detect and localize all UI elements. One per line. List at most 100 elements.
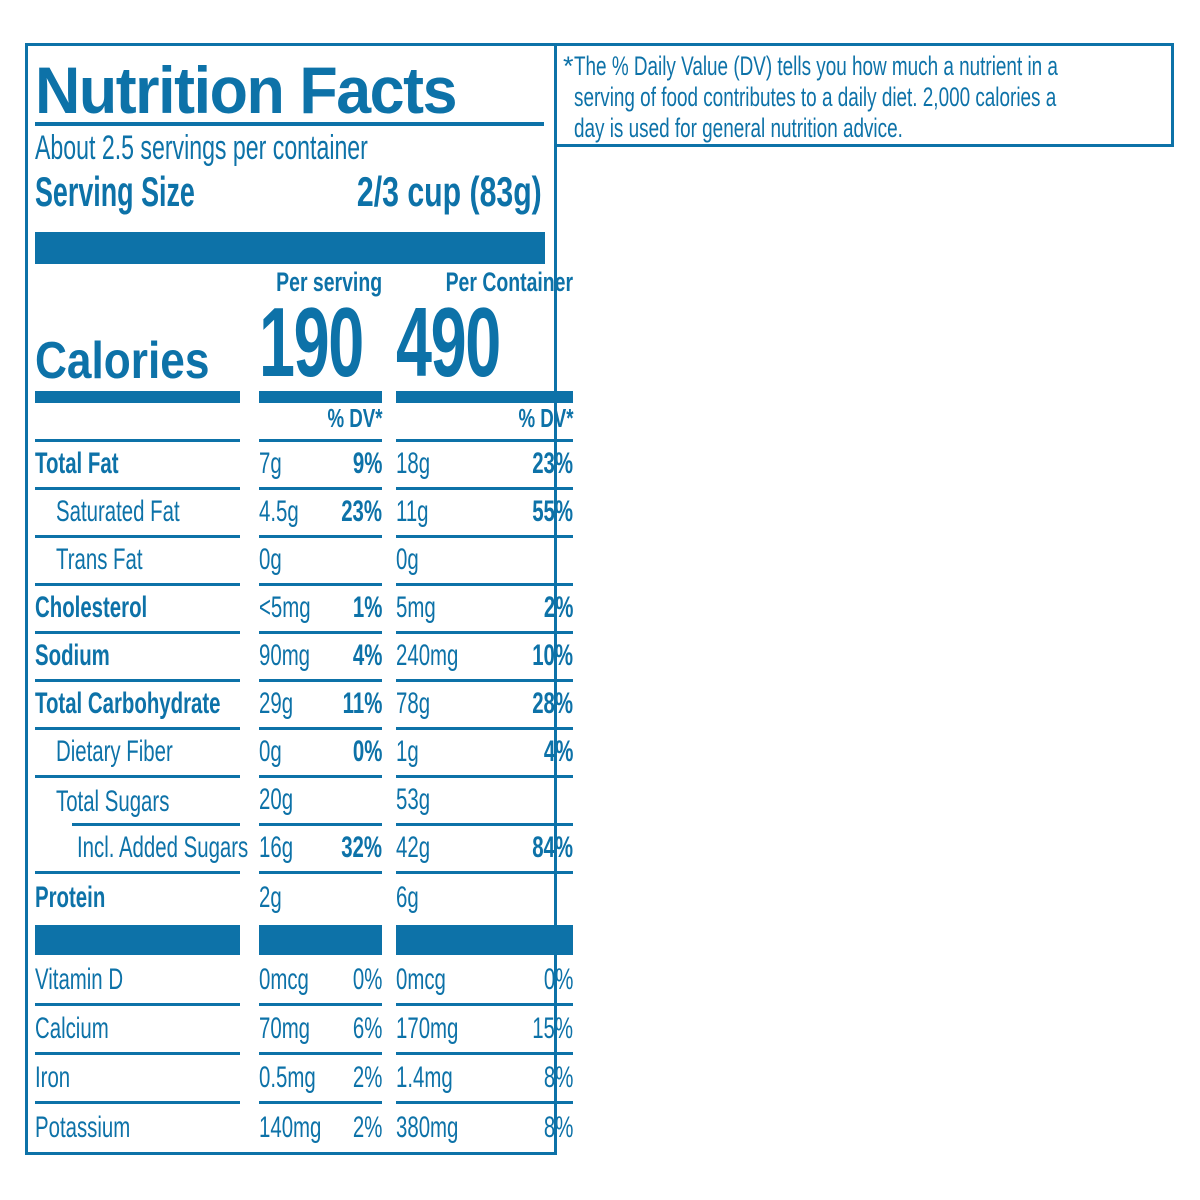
servings-per-container: About 2.5 servings per container — [35, 129, 544, 168]
amount-value: 1.4mg — [396, 1060, 453, 1094]
row-potassium-name: Potassium — [35, 1104, 240, 1153]
nutrient-name: Total Sugars — [56, 784, 170, 818]
dv-value: 1% — [352, 591, 383, 625]
row-total-carbohydrate-name: Total Carbohydrate — [35, 682, 241, 730]
nutrient-name: Trans Fat — [56, 543, 143, 577]
row-total-fat-name: Total Fat — [35, 442, 241, 490]
amount-value: 78g — [396, 687, 431, 721]
amount-value: 1g — [396, 735, 419, 769]
percent-dv-header-wrap: % DV* — [396, 403, 573, 435]
row-protein-name: Protein — [35, 874, 240, 922]
per-container-header-wrap: Per Container — [396, 264, 573, 296]
footnote-line: day is used for general nutrition advice… — [574, 113, 1200, 144]
dv-value: 2% — [352, 1111, 383, 1145]
row-saturated-fat-serving: 4.5g 23% — [259, 490, 383, 538]
row-protein-serving: 2g — [259, 874, 382, 922]
amount-value: 16g — [259, 831, 294, 865]
dv-value: 55% — [532, 495, 574, 529]
calories-per-serving-value: 190 — [259, 286, 364, 397]
micronutrient-separator-bar — [259, 924, 383, 955]
row-total-sugars-name: Total Sugars — [35, 778, 241, 826]
amount-value: 6g — [396, 880, 419, 914]
dv-value: 32% — [341, 831, 383, 865]
calories-header-serving: Per serving 190 % DV* — [259, 264, 383, 442]
dv-value: 8% — [543, 1060, 574, 1094]
nutrition-table: Calories Total Fat Saturated Fat Trans F… — [28, 264, 574, 1153]
amount-value: 0.5mg — [259, 1060, 316, 1094]
footnote-asterisk: * — [563, 51, 574, 81]
nutrient-name: Iron — [35, 1060, 71, 1094]
per-container-column: Per Container 490 % DV* 18g 23% 11g 55% 0g… — [388, 264, 582, 1153]
footnote-line-text: The % Daily Value (DV) tells you how muc… — [573, 51, 1058, 81]
amount-value: 0g — [396, 543, 419, 577]
footnote-line: serving of food contributes to a daily d… — [574, 82, 1200, 113]
row-vitamin-d-container: 0mcg 0% — [396, 957, 574, 1006]
footnote-line-text: serving of food contributes to a daily d… — [573, 82, 1056, 112]
amount-value: 4.5g — [259, 495, 299, 529]
per-serving-header: Per serving — [276, 266, 383, 297]
nutrient-name: Incl. Added Sugars — [77, 831, 249, 865]
nutrient-name: Potassium — [35, 1111, 131, 1145]
row-cholesterol-container: 5mg 2% — [396, 586, 574, 634]
percent-dv-header: % DV* — [518, 403, 574, 434]
nutrient-name: Protein — [35, 880, 106, 914]
calories-word-wrap: Calories — [35, 296, 240, 391]
servings-per-container-text: About 2.5 servings per container — [35, 129, 368, 168]
row-protein-container: 6g — [396, 874, 573, 922]
row-sodium-container: 240mg 10% — [396, 634, 574, 682]
nutrient-name: Saturated Fat — [56, 495, 180, 529]
spacer — [35, 403, 240, 435]
per-serving-header-wrap: Per serving — [259, 264, 382, 296]
row-dietary-fiber-name: Dietary Fiber — [35, 730, 241, 778]
calories-underbar — [396, 390, 574, 403]
amount-value: 380mg — [396, 1111, 459, 1145]
label-header: Nutrition Facts About 2.5 servings per c… — [28, 46, 554, 216]
amount-value: <5mg — [259, 591, 311, 625]
row-trans-fat-serving: 0g — [259, 538, 383, 586]
amount-value: 42g — [396, 831, 431, 865]
row-cholesterol-name: Cholesterol — [35, 586, 241, 634]
row-iron-name: Iron — [35, 1055, 241, 1104]
row-sodium-serving: 90mg 4% — [259, 634, 383, 682]
nutrient-name: Cholesterol — [35, 591, 148, 625]
amount-value: 240mg — [396, 639, 459, 673]
micronutrient-separator — [35, 922, 241, 957]
row-total-carbohydrate-serving: 29g 11% — [259, 682, 383, 730]
dv-value: 0% — [352, 735, 383, 769]
micronutrient-separator — [396, 922, 574, 957]
row-calcium-name: Calcium — [35, 1006, 241, 1055]
dv-value: 11% — [342, 687, 383, 721]
row-dietary-fiber-serving: 0g 0% — [259, 730, 383, 778]
amount-value: 0mcg — [259, 962, 310, 996]
row-potassium-serving: 140mg 2% — [259, 1104, 382, 1153]
nutrient-name-column: Calories Total Fat Saturated Fat Trans F… — [28, 264, 250, 1153]
section-divider-bar — [35, 231, 545, 264]
amount-value: 0mcg — [396, 962, 447, 996]
percent-dv-header-wrap: % DV* — [259, 403, 382, 435]
row-potassium-container: 380mg 8% — [396, 1104, 573, 1153]
calories-per-container-value: 490 — [396, 286, 501, 397]
dv-value: 2% — [352, 1060, 383, 1094]
row-trans-fat-container: 0g — [396, 538, 574, 586]
nutrient-name: Total Fat — [35, 447, 119, 481]
amount-value: 29g — [259, 687, 294, 721]
micronutrient-separator-bar — [396, 924, 574, 955]
row-added-sugars-serving: 16g 32% — [259, 826, 383, 874]
dv-value: 84% — [532, 831, 574, 865]
amount-value: 53g — [396, 783, 431, 817]
dv-value: 10% — [532, 639, 574, 673]
dv-value: 2% — [543, 591, 574, 625]
dv-value: 8% — [543, 1111, 574, 1145]
row-total-fat-serving: 7g 9% — [259, 442, 383, 490]
dv-value: 4% — [543, 735, 574, 769]
row-sodium-name: Sodium — [35, 634, 241, 682]
row-calcium-serving: 70mg 6% — [259, 1006, 383, 1055]
nutrition-facts-title: Nutrition Facts — [35, 57, 544, 123]
row-saturated-fat-name: Saturated Fat — [35, 490, 241, 538]
per-container-header: Per Container — [445, 266, 574, 297]
serving-size-label: Serving Size — [35, 167, 195, 215]
amount-value: 20g — [259, 783, 294, 817]
amount-value: 7g — [259, 447, 282, 481]
row-iron-serving: 0.5mg 2% — [259, 1055, 383, 1104]
dv-value: 6% — [352, 1011, 383, 1045]
